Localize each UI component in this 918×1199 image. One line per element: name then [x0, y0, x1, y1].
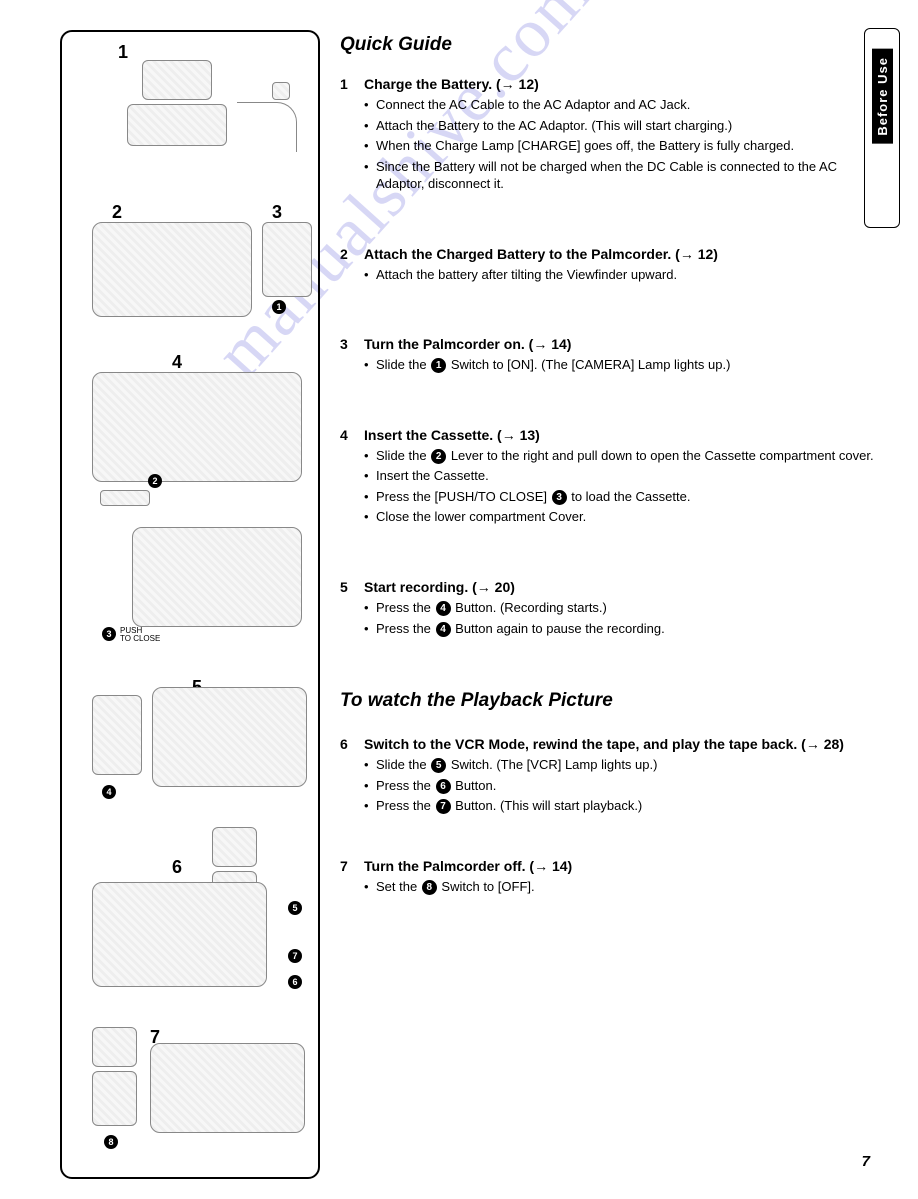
step-num-1: 1 [340, 76, 364, 196]
bullet: Press the 4 Button. (Recording starts.) [364, 599, 878, 617]
push-label: PUSHTO CLOSE [120, 627, 160, 643]
sketch-camcorder [92, 372, 302, 482]
bullet: Press the 6 Button. [364, 777, 878, 795]
sketch-mode-panel [212, 827, 257, 867]
bullet: When the Charge Lamp [CHARGE] goes off, … [364, 137, 878, 155]
mini-circle-8: 8 [104, 1135, 118, 1149]
diagram-cassette: 3 PUSHTO CLOSE [72, 527, 308, 667]
step-body: Turn the Palmcorder on. (→ 14) Slide the… [364, 336, 878, 377]
step-heading-5: Start recording. (→ 20) [364, 579, 878, 595]
diagram-number-4: 4 [172, 352, 182, 373]
bullets-3: Slide the 1 Switch to [ON]. (The [CAMERA… [364, 356, 878, 374]
mini-circle-4: 4 [102, 785, 116, 799]
bullet: Slide the 1 Switch to [ON]. (The [CAMERA… [364, 356, 878, 374]
mini-circle-7: 7 [288, 949, 302, 963]
step-heading-6: Switch to the VCR Mode, rewind the tape,… [364, 736, 878, 752]
step-5: 5 Start recording. (→ 20) Press the 4 Bu… [340, 579, 878, 640]
mini-circle-3: 3 [102, 627, 116, 641]
diagram-number-3: 3 [272, 202, 282, 223]
step-heading-7: Turn the Palmcorder off. (→ 14) [364, 858, 878, 874]
diagram-2-3: 2 3 1 [72, 202, 308, 342]
sketch-block [142, 60, 212, 100]
bullet: Attach the Battery to the AC Adaptor. (T… [364, 117, 878, 135]
sketch-label [100, 490, 150, 506]
sketch-outlet [272, 82, 290, 100]
step-body: Charge the Battery. (→ 12) Connect the A… [364, 76, 878, 196]
diagram-6: 6 5 7 6 [72, 827, 308, 1017]
step-heading-3: Turn the Palmcorder on. (→ 14) [364, 336, 878, 352]
bullet: Connect the AC Cable to the AC Adaptor a… [364, 96, 878, 114]
step-body: Turn the Palmcorder off. (→ 14) Set the … [364, 858, 878, 899]
step-heading-1: Charge the Battery. (→ 12) [364, 76, 878, 92]
sketch-camcorder [152, 687, 307, 787]
bullet: Insert the Cassette. [364, 467, 878, 485]
bullet: Set the 8 Switch to [OFF]. [364, 878, 878, 896]
diagram-5: 5 4 [72, 677, 308, 817]
bullet: Press the [PUSH/TO CLOSE] 3 to load the … [364, 488, 878, 506]
step-num-4: 4 [340, 427, 364, 529]
diagram-number-2: 2 [112, 202, 122, 223]
sketch-block [127, 104, 227, 146]
step-num-6: 6 [340, 736, 364, 818]
bullet: Since the Battery will not be charged wh… [364, 158, 878, 193]
sketch-camcorder [92, 882, 267, 987]
step-body: Insert the Cassette. (→ 13) Slide the 2 … [364, 427, 878, 529]
bullet: Attach the battery after tilting the Vie… [364, 266, 878, 284]
sketch-camcorder [150, 1043, 305, 1133]
mini-circle-5: 5 [288, 901, 302, 915]
bullet: Close the lower compartment Cover. [364, 508, 878, 526]
bullets-1: Connect the AC Cable to the AC Adaptor a… [364, 96, 878, 193]
sketch-camcorder [132, 527, 302, 627]
diagram-1: 1 [72, 42, 308, 192]
step-body: Start recording. (→ 20) Press the 4 Butt… [364, 579, 878, 640]
bullets-6: Slide the 5 Switch. (The [VCR] Lamp ligh… [364, 756, 878, 815]
sketch-mode-panel [92, 1071, 137, 1126]
sketch-switch-panel [262, 222, 312, 297]
bullets-5: Press the 4 Button. (Recording starts.) … [364, 599, 878, 637]
mini-circle-2: 2 [148, 474, 162, 488]
bullet: Press the 7 Button. (This will start pla… [364, 797, 878, 815]
bullets-2: Attach the battery after tilting the Vie… [364, 266, 878, 284]
bullet: Slide the 2 Lever to the right and pull … [364, 447, 878, 465]
bullet: Slide the 5 Switch. (The [VCR] Lamp ligh… [364, 756, 878, 774]
step-num-5: 5 [340, 579, 364, 640]
sketch-cable [237, 102, 297, 152]
bullets-4: Slide the 2 Lever to the right and pull … [364, 447, 878, 526]
quick-guide-title: Quick Guide [340, 34, 878, 56]
page-number: 7 [862, 1153, 870, 1170]
diagram-number-6: 6 [172, 857, 182, 878]
step-4: 4 Insert the Cassette. (→ 13) Slide the … [340, 427, 878, 529]
step-6: 6 Switch to the VCR Mode, rewind the tap… [340, 736, 878, 818]
step-7: 7 Turn the Palmcorder off. (→ 14) Set th… [340, 858, 878, 899]
step-1: 1 Charge the Battery. (→ 12) Connect the… [340, 76, 878, 196]
step-heading-2: Attach the Charged Battery to the Palmco… [364, 246, 878, 262]
page-container: 1 2 3 1 4 2 3 PUSHTO CLOSE 5 [0, 0, 918, 1199]
step-2: 2 Attach the Charged Battery to the Palm… [340, 246, 878, 287]
mini-circle-6: 6 [288, 975, 302, 989]
playback-title: To watch the Playback Picture [340, 690, 878, 712]
step-num-3: 3 [340, 336, 364, 377]
step-body: Switch to the VCR Mode, rewind the tape,… [364, 736, 878, 818]
sketch-switch-panel [92, 695, 142, 775]
bullets-7: Set the 8 Switch to [OFF]. [364, 878, 878, 896]
sketch-mode-panel [92, 1027, 137, 1067]
step-num-2: 2 [340, 246, 364, 287]
step-body: Attach the Charged Battery to the Palmco… [364, 246, 878, 287]
diagram-7: 7 8 [72, 1027, 308, 1157]
step-3: 3 Turn the Palmcorder on. (→ 14) Slide t… [340, 336, 878, 377]
diagram-4: 4 2 [72, 352, 308, 517]
sketch-camcorder [92, 222, 252, 317]
diagram-number-1: 1 [118, 42, 128, 63]
step-heading-4: Insert the Cassette. (→ 13) [364, 427, 878, 443]
text-column: Quick Guide 1 Charge the Battery. (→ 12)… [340, 30, 878, 1179]
step-num-7: 7 [340, 858, 364, 899]
mini-circle-1: 1 [272, 300, 286, 314]
bullet: Press the 4 Button again to pause the re… [364, 620, 878, 638]
diagram-column: 1 2 3 1 4 2 3 PUSHTO CLOSE 5 [60, 30, 320, 1179]
